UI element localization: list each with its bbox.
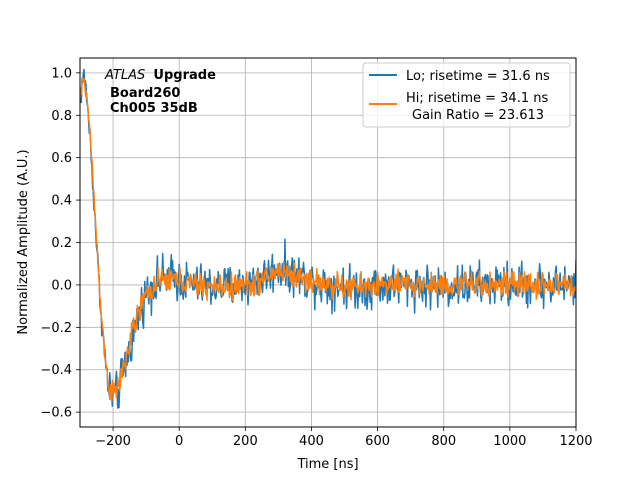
- x-tick-label: 600: [365, 434, 390, 449]
- annotation-board: Board260: [110, 86, 180, 101]
- x-tick-label: −200: [95, 434, 131, 449]
- x-tick-label: 1200: [559, 434, 592, 449]
- x-tick-label: 400: [299, 434, 324, 449]
- legend-entry-hi: Hi; risetime = 34.1 ns: [406, 91, 548, 106]
- y-tick-label: 0.6: [51, 151, 72, 166]
- x-tick-label: 800: [431, 434, 456, 449]
- annotation-atlas: ATLAS: [104, 68, 145, 83]
- y-axis-label: Normalized Amplitude (A.U.): [16, 149, 31, 334]
- y-tick-label: −0.4: [40, 363, 72, 378]
- y-tick-label: −0.6: [40, 406, 72, 421]
- annotation-channel: Ch005 35dB: [110, 101, 198, 116]
- x-tick-label: 0: [175, 434, 183, 449]
- axis-ticks: −200 0 200 400 600 800 1000 1200 −0.6 −0.4 −0.2 0.0…: [40, 66, 592, 449]
- legend-box: [362, 62, 571, 128]
- y-tick-label: 0.8: [51, 109, 72, 124]
- legend-gain-ratio: Gain Ratio = 23.613: [412, 108, 544, 123]
- x-tick-label: 1000: [493, 434, 526, 449]
- legend-entry-lo: Lo; risetime = 31.6 ns: [406, 69, 550, 84]
- series-line-hi: [80, 77, 576, 403]
- y-tick-label: 0.2: [51, 236, 72, 251]
- series-layer: [80, 68, 576, 409]
- annotation-upgrade: Upgrade: [153, 68, 216, 83]
- y-tick-label: −0.2: [40, 321, 72, 336]
- y-tick-label: 1.0: [51, 66, 72, 81]
- legend: Lo; risetime = 31.6 ns Hi; risetime = 34…: [362, 62, 571, 128]
- y-tick-label: 0.4: [51, 194, 72, 209]
- plot-area: [80, 68, 576, 409]
- x-axis-label: Time [ns]: [296, 457, 358, 472]
- y-tick-label: 0.0: [51, 278, 72, 293]
- annotation-line-1: ATLAS Upgrade: [104, 68, 216, 83]
- x-tick-label: 200: [233, 434, 258, 449]
